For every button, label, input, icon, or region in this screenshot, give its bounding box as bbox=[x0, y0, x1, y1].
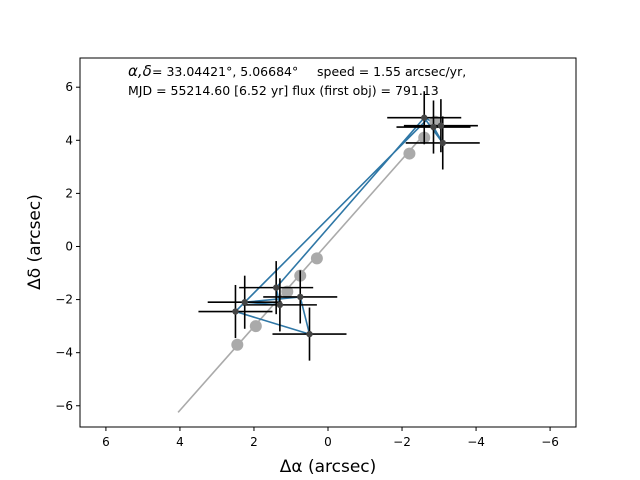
x-tick-label: 6 bbox=[102, 435, 110, 449]
x-tick-label: 0 bbox=[324, 435, 332, 449]
y-tick-label: 4 bbox=[65, 133, 73, 147]
y-axis-ticks: −6 −4 −2 0 2 4 6 bbox=[55, 80, 80, 413]
model-point bbox=[249, 320, 262, 333]
y-tick-label: 2 bbox=[65, 186, 73, 200]
model-point bbox=[310, 252, 323, 265]
measurement-point bbox=[276, 301, 284, 309]
x-tick-label: 2 bbox=[250, 435, 258, 449]
y-tick-label: 0 bbox=[65, 239, 73, 253]
annotation-speed: speed = 1.55 arcsec/yr, bbox=[317, 64, 466, 79]
annotation-symbol: α,δ bbox=[128, 62, 152, 80]
annotation: α,δ = 33.04421°, 5.06684° speed = 1.55 a… bbox=[128, 62, 466, 98]
x-axis-ticks: 6 4 2 0 −2 −4 −6 bbox=[102, 427, 559, 449]
x-axis-label: Δα (arcsec) bbox=[280, 457, 377, 477]
measurement-point bbox=[439, 139, 446, 147]
y-tick-label: −2 bbox=[55, 293, 73, 307]
x-tick-label: −6 bbox=[541, 435, 559, 449]
annotation-coordinates: = 33.04421°, 5.06684° bbox=[152, 64, 298, 79]
measurement-point bbox=[306, 330, 313, 338]
x-tick-label: −4 bbox=[467, 435, 485, 449]
measurement-point bbox=[430, 123, 437, 131]
measurement-point bbox=[232, 308, 239, 315]
measurement-point bbox=[241, 299, 248, 306]
model-point bbox=[231, 338, 244, 351]
measurement-point bbox=[437, 122, 445, 129]
x-tick-label: 4 bbox=[176, 435, 184, 449]
x-tick-label: −2 bbox=[393, 435, 411, 449]
model-point bbox=[281, 285, 294, 298]
measurement-point bbox=[272, 284, 280, 291]
y-tick-label: −4 bbox=[55, 346, 73, 360]
measurement-point bbox=[297, 293, 304, 301]
y-tick-label: 6 bbox=[65, 80, 73, 94]
y-axis-label: Δδ (arcsec) bbox=[25, 194, 45, 290]
y-tick-label: −6 bbox=[55, 399, 73, 413]
model-point bbox=[403, 147, 416, 160]
plot-content bbox=[177, 91, 480, 413]
measurement-point bbox=[421, 114, 428, 121]
annotation-mjd-flux: MJD = 55214.60 [6.52 yr] flux (first obj… bbox=[128, 83, 439, 98]
